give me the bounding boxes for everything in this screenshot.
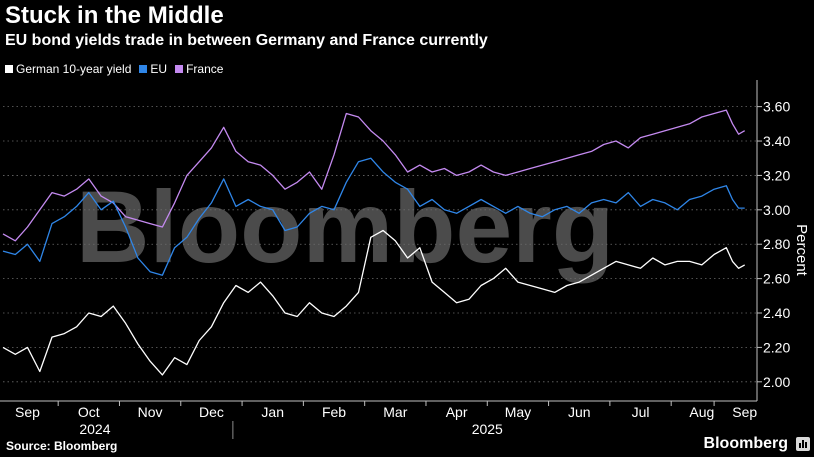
- legend-item-eu: EU: [139, 62, 167, 76]
- legend-item-german: German 10-year yield: [5, 62, 131, 76]
- x-tick-label: Oct: [78, 404, 100, 420]
- y-tick-label: 2.40: [763, 305, 790, 321]
- y-tick-label: 3.40: [763, 133, 790, 149]
- axis-layer: 2.00 2.20 2.40 2.60 2.80 3.00 3.20 3.40 3.60 Sep O…: [0, 80, 790, 439]
- y-tick-label: 3.00: [763, 202, 790, 218]
- y-tick-label: 2.80: [763, 236, 790, 252]
- x-tick-label: Jan: [261, 404, 284, 420]
- chart-subtitle: EU bond yields trade in between Germany …: [5, 32, 488, 49]
- x-tick-label: Jun: [568, 404, 591, 420]
- legend: German 10-year yield EU France: [5, 62, 223, 76]
- legend-label-german: German 10-year yield: [16, 62, 132, 76]
- legend-label-france: France: [186, 62, 224, 76]
- x-tick-label: Aug: [689, 404, 714, 420]
- x-tick-label: Sep: [15, 404, 40, 420]
- x-tick-label: May: [505, 404, 531, 420]
- x-tick-label: Sep: [732, 404, 757, 420]
- x-tick-label: Nov: [138, 404, 163, 420]
- legend-swatch-france: [175, 65, 184, 73]
- x-tick-label: Feb: [322, 404, 346, 420]
- legend-swatch-german: [5, 65, 13, 73]
- legend-label-eu: EU: [150, 62, 168, 76]
- series-line-france: [2, 109, 746, 242]
- series-layer: [2, 109, 746, 376]
- series-line-eu: [2, 157, 745, 276]
- y-tick-label: 2.20: [763, 339, 790, 355]
- source-note: Source: Bloomberg: [6, 439, 118, 453]
- legend-item-france: France: [175, 62, 223, 76]
- y-tick-label: 2.00: [763, 374, 790, 390]
- brand-logo: Bloomberg: [703, 435, 788, 452]
- y-tick-label: 3.60: [763, 99, 790, 115]
- y-tick-label: 3.20: [763, 167, 790, 183]
- y-tick-label: 2.60: [763, 271, 790, 287]
- x-tick-label: Mar: [383, 404, 407, 420]
- chart-title: Stuck in the Middle: [5, 2, 224, 29]
- x-tick-label: Dec: [199, 404, 224, 420]
- year-label: 2024: [79, 421, 110, 437]
- x-tick-label: Apr: [446, 404, 468, 420]
- series-line-german-10-year-yield: [2, 229, 746, 376]
- year-label: 2025: [472, 421, 503, 437]
- legend-swatch-eu: [139, 65, 148, 73]
- chart-icon[interactable]: [796, 437, 810, 451]
- x-tick-label: Jul: [632, 404, 650, 420]
- bloomberg-watermark: Bloomberg: [76, 170, 614, 284]
- y-axis-label: Percent: [793, 224, 810, 277]
